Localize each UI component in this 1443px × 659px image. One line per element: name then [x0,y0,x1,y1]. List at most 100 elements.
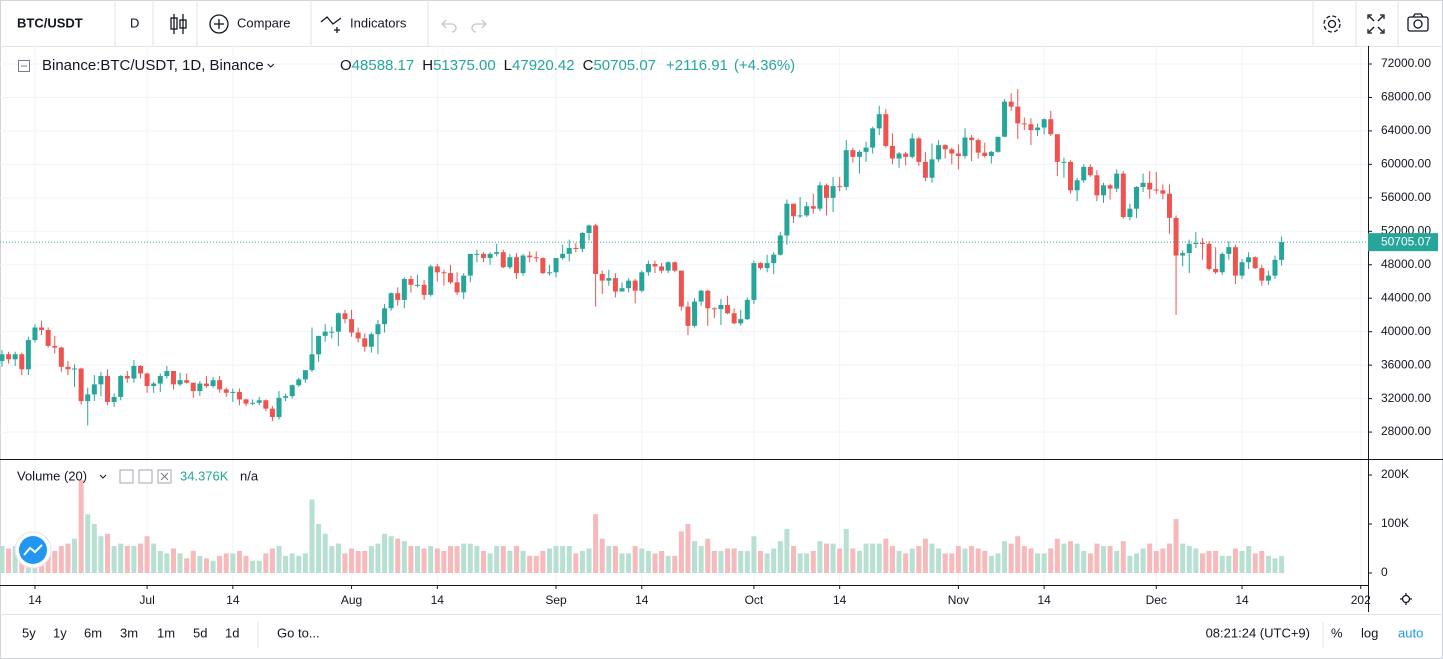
volume-bar [263,553,269,573]
volume-bar [105,533,111,573]
axis-settings-button[interactable] [1400,593,1412,605]
compare-button[interactable]: Compare [237,15,290,30]
candle-body [283,396,289,398]
settings-button[interactable] [1323,15,1341,33]
remove-icon [160,472,169,481]
candle-body [982,152,988,157]
volume-bar [124,546,130,573]
scale-button[interactable]: log [1361,625,1378,640]
range-button[interactable]: 1m [157,625,175,640]
candle-body [1180,253,1186,256]
range-button[interactable]: 5y [22,625,36,640]
volume-bar [527,555,533,573]
candle-body [949,149,955,154]
volume-bar [362,550,368,573]
range-button[interactable]: 6m [84,625,102,640]
volume-bar [546,548,552,573]
candle-body [1107,185,1113,189]
volume-bar [731,548,737,573]
candle-body [744,299,750,320]
candle-body [151,383,157,387]
candle-body [0,354,5,361]
candle-body [19,354,25,370]
time-tick-label: Aug [341,593,362,607]
visibility-button[interactable] [119,469,134,484]
candle-body [415,284,421,286]
candle-body [368,334,374,347]
candle-body [243,399,249,404]
indicators-icon[interactable] [320,16,342,33]
candle-body [25,340,31,370]
candle-body [1008,101,1014,107]
volume-value: 34.376K [180,468,229,483]
legend-value: 47920.42 [512,57,575,74]
candle-body [1127,208,1133,218]
range-button[interactable]: 1d [225,625,239,640]
volume-bar [659,550,665,573]
candle-body [203,383,209,387]
volume-chevron[interactable] [99,474,107,479]
volume-bar [566,546,572,573]
volume-bar [1239,550,1245,573]
candle-body [164,370,170,377]
candle-body [276,397,282,418]
volume-bar [78,479,84,573]
candle-body [797,215,803,217]
scale-button[interactable]: % [1331,625,1343,640]
time-tick-label: 202 [1351,593,1371,607]
volume-bar [118,543,124,573]
candle-body [1087,166,1093,176]
range-button[interactable]: 5d [193,625,207,640]
candle-body [520,255,526,274]
volume-bar [1035,553,1041,573]
undo-button[interactable] [441,19,457,33]
indicators-button[interactable]: Indicators [350,15,407,30]
volume-bar [467,543,473,573]
volume-bar [771,548,777,573]
candle-body [823,185,829,198]
goto-button[interactable]: Go to... [277,625,320,640]
candle-body [448,273,454,283]
volume-bar [579,550,585,573]
time-axis: 14 Jul 14 Aug 14 Sep 14 Oct 14 Nov 14 Dec 14 202 [28,585,1371,607]
volume-settings-button[interactable] [138,469,153,484]
candle-body [1252,257,1258,269]
volume-bar [870,543,876,573]
clock: 08:21:24 (UTC+9) [1206,625,1310,640]
candle-body [111,396,117,402]
redo-button[interactable] [471,19,487,33]
compare-icon[interactable] [209,14,229,34]
interval-button[interactable]: D [130,15,139,30]
fullscreen-button[interactable] [1367,14,1385,34]
time-tick-label: 14 [431,593,445,607]
chart-type-button[interactable] [170,14,187,34]
price-tick-label: 48000.00 [1381,257,1431,271]
range-button[interactable]: 3m [120,625,138,640]
volume-bar [1160,548,1166,573]
candle-body [527,255,533,258]
title-chevron[interactable] [267,63,275,68]
snapshot-button[interactable] [1407,13,1429,32]
volume-bar [335,543,341,573]
candle-body [408,278,414,285]
candle-body [507,257,513,268]
candle-body [560,253,566,259]
volume-bar [560,546,566,573]
candle-body [672,262,678,271]
symbol-button[interactable]: BTC/USDT [17,15,83,30]
candle-body [217,380,223,390]
candle-body [698,290,704,302]
candle-body [922,161,928,178]
candle-body [969,137,975,141]
collapse-button[interactable] [18,60,30,72]
volume-bar [553,546,559,573]
candle-body [692,301,698,326]
range-button[interactable]: 1y [53,625,67,640]
volume-bar [843,528,849,573]
candle-body [936,145,942,160]
scale-button[interactable]: auto [1398,625,1423,640]
candle-body [1028,124,1034,131]
volume-bar [454,546,460,573]
volume-bar [988,555,994,573]
candle-body [1213,268,1219,273]
